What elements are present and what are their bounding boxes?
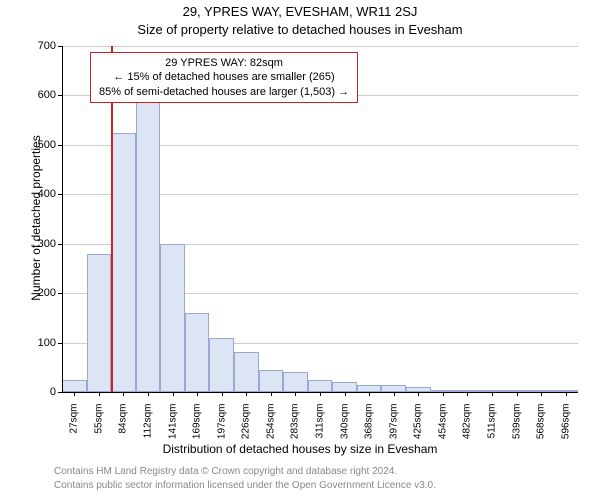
x-tick-label: 596sqm [560,404,571,454]
x-tick-mark [222,392,223,396]
x-tick-label: 226sqm [241,404,252,454]
histogram-bar [209,338,234,392]
chart-container: 29, YPRES WAY, EVESHAM, WR11 2SJ Size of… [0,0,600,500]
x-tick-label: 311sqm [315,404,326,454]
histogram-bar [234,352,259,392]
histogram-bar [259,370,284,392]
histogram-bar [308,380,333,392]
page-subtitle: Size of property relative to detached ho… [0,22,600,37]
histogram-bar [185,313,210,392]
y-tick-label: 300 [30,238,56,250]
x-tick-mark [467,392,468,396]
y-tick-label: 600 [30,89,56,101]
x-tick-label: 197sqm [216,404,227,454]
x-tick-label: 568sqm [536,404,547,454]
x-tick-mark [394,392,395,396]
histogram-bar [111,133,136,393]
footer-line-1: Contains HM Land Registry data © Crown c… [54,466,397,477]
histogram-bar [160,244,185,392]
x-tick-mark [320,392,321,396]
x-tick-mark [148,392,149,396]
x-tick-mark [99,392,100,396]
x-tick-mark [246,392,247,396]
x-tick-mark [492,392,493,396]
y-tick-mark [58,293,62,294]
y-tick-mark [58,392,62,393]
histogram-bar [283,372,308,392]
y-tick-label: 0 [30,386,56,398]
x-tick-label: 27sqm [69,404,80,454]
x-tick-label: 169sqm [192,404,203,454]
x-tick-label: 425sqm [413,404,424,454]
x-tick-mark [197,392,198,396]
x-tick-label: 84sqm [118,404,129,454]
x-tick-mark [295,392,296,396]
y-tick-label: 700 [30,40,56,52]
footer-line-2: Contains public sector information licen… [54,480,436,491]
x-tick-label: 112sqm [143,404,154,454]
annotation-box: 29 YPRES WAY: 82sqm ← 15% of detached ho… [90,52,358,103]
y-tick-label: 400 [30,188,56,200]
x-tick-label: 283sqm [290,404,301,454]
annotation-line-1: 29 YPRES WAY: 82sqm [99,56,349,70]
x-tick-label: 482sqm [462,404,473,454]
y-tick-mark [58,46,62,47]
x-tick-mark [566,392,567,396]
y-tick-mark [58,244,62,245]
histogram-bar [87,254,112,392]
page-address-title: 29, YPRES WAY, EVESHAM, WR11 2SJ [0,4,600,19]
y-tick-mark [58,145,62,146]
annotation-line-2: ← 15% of detached houses are smaller (26… [99,70,349,84]
x-tick-mark [443,392,444,396]
y-tick-label: 100 [30,337,56,349]
x-tick-label: 368sqm [364,404,375,454]
annotation-line-3: 85% of semi-detached houses are larger (… [99,85,349,99]
y-tick-mark [58,194,62,195]
x-tick-mark [173,392,174,396]
gridline [62,46,578,47]
x-tick-mark [517,392,518,396]
x-tick-label: 511sqm [487,404,498,454]
x-tick-label: 141sqm [167,404,178,454]
histogram-bar [332,382,357,392]
y-tick-mark [58,95,62,96]
x-tick-mark [123,392,124,396]
histogram-bar [136,98,161,392]
x-tick-label: 340sqm [339,404,350,454]
x-tick-label: 397sqm [388,404,399,454]
x-tick-label: 539sqm [511,404,522,454]
x-tick-mark [369,392,370,396]
histogram-bar [62,380,87,392]
x-tick-mark [345,392,346,396]
x-tick-label: 254sqm [265,404,276,454]
y-axis-line [62,46,63,392]
y-tick-label: 200 [30,287,56,299]
histogram-bar [381,385,406,392]
y-tick-mark [58,343,62,344]
x-tick-mark [418,392,419,396]
x-tick-mark [541,392,542,396]
histogram-bar [357,385,382,392]
x-tick-mark [74,392,75,396]
x-tick-label: 454sqm [437,404,448,454]
x-tick-label: 55sqm [93,404,104,454]
x-tick-mark [271,392,272,396]
y-tick-label: 500 [30,139,56,151]
